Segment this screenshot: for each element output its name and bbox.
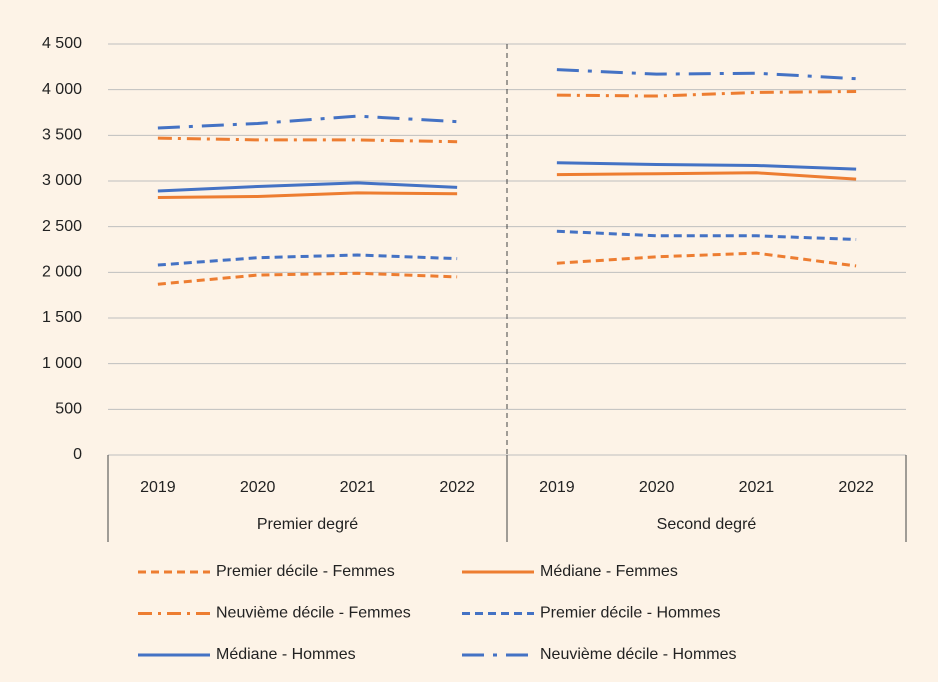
x-tick-label: 2019 [539,479,575,496]
x-tick-label: 2022 [439,479,475,496]
legend-label: Neuvième décile - Femmes [216,605,411,622]
x-tick-label: 2021 [340,479,376,496]
y-tick-label: 2 000 [42,264,82,281]
y-tick-label: 4 000 [42,81,82,98]
y-tick-label: 2 500 [42,218,82,235]
y-tick-label: 4 500 [42,35,82,52]
y-tick-label: 3 000 [42,172,82,189]
legend-label: Neuvième décile - Hommes [540,646,737,663]
legend-label: Premier décile - Femmes [216,563,395,580]
y-tick-label: 1 000 [42,355,82,372]
legend-label: Médiane - Femmes [540,563,678,580]
y-tick-label: 0 [73,446,82,463]
x-tick-label: 2020 [240,479,276,496]
x-tick-label: 2021 [739,479,775,496]
series-line [157,271,458,286]
y-tick-label: 3 500 [42,127,82,144]
series-line [157,114,458,130]
series-line [556,68,857,81]
series-line [556,89,857,98]
y-tick-label: 1 500 [42,309,82,326]
series-line [556,251,857,268]
legend-label: Médiane - Hommes [216,646,356,663]
series-line [157,136,458,144]
series-line [556,161,857,171]
group-label: Premier degré [257,516,358,533]
legend-label: Premier décile - Hommes [540,605,720,622]
x-tick-label: 2020 [639,479,675,496]
series-line [556,171,857,181]
x-tick-label: 2022 [838,479,874,496]
x-tick-label: 2019 [140,479,176,496]
series-line [157,191,458,199]
y-tick-label: 500 [55,401,82,418]
group-label: Second degré [657,516,757,533]
series-line [556,229,857,241]
series-line [157,253,458,267]
series-line [157,181,458,193]
